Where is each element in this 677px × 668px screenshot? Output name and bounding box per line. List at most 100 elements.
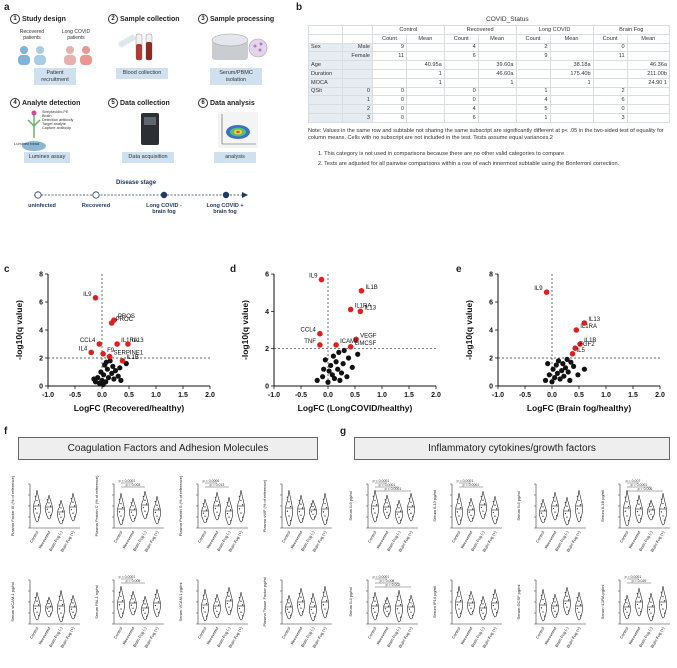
step-1-title: 1 Study design <box>10 14 66 24</box>
data-dot <box>627 605 630 607</box>
data-dot <box>624 599 627 601</box>
table-row: MOCA 1 1 1 24.90 1 <box>308 77 671 88</box>
luminex-bead-icon <box>22 110 46 151</box>
violin-plot: Plasma Protein S (% of reference) Control… <box>178 475 248 553</box>
data-dot <box>298 603 301 606</box>
data-dot <box>398 507 400 509</box>
nonsignificant-point <box>111 376 117 382</box>
nonsignificant-point <box>542 377 549 383</box>
data-dot <box>46 499 49 501</box>
data-dot <box>543 603 546 605</box>
data-dot <box>482 510 484 512</box>
step-1-caption: Patient recruitment <box>34 68 76 86</box>
table-cell <box>549 104 594 114</box>
data-dot <box>554 610 556 612</box>
nonsignificant-point <box>326 368 332 374</box>
violin <box>57 589 65 623</box>
nonsignificant-point <box>550 366 556 372</box>
table-cell: 1 <box>549 77 594 88</box>
data-dot <box>387 613 390 615</box>
data-dot <box>660 604 663 606</box>
stage-recovered: Recovered <box>81 203 111 209</box>
table-sub-header: Count Mean Count Mean Count Mean Count Mean <box>308 33 671 44</box>
data-dot <box>456 498 459 501</box>
data-dot <box>121 507 124 509</box>
step-2-title: 2 Sample collection <box>108 14 180 24</box>
step-2-caption: Blood collection <box>116 68 168 79</box>
table-cell: 40.95a <box>406 60 445 70</box>
data-dot <box>121 612 124 614</box>
data-dot <box>480 609 483 611</box>
x-tick-label: 2.0 <box>431 392 441 399</box>
violin <box>309 499 317 521</box>
data-dot <box>456 604 459 606</box>
data-dot <box>483 606 486 608</box>
nonsignificant-point <box>562 365 569 371</box>
data-dot <box>540 503 543 505</box>
data-dot <box>651 508 654 510</box>
data-dot <box>142 600 145 602</box>
data-dot <box>118 591 121 594</box>
data-dot <box>300 607 302 609</box>
table-footnote-1: 1. This category is not used in comparis… <box>318 151 565 157</box>
table-cell: 3 <box>592 112 628 123</box>
data-dot <box>48 610 50 613</box>
data-dot <box>624 608 627 610</box>
data-dot <box>567 509 570 511</box>
data-dot <box>228 505 230 507</box>
data-dot <box>298 499 301 502</box>
y-axis-label: Serum IP10 pg/ml <box>432 586 437 618</box>
table-cell: 24.90 1 <box>626 77 671 88</box>
data-dot <box>627 614 630 617</box>
table-cell <box>592 60 628 70</box>
violin <box>201 588 209 622</box>
data-dot <box>554 500 556 502</box>
significant-point <box>96 341 103 347</box>
table-note: Note: Values in the same row and subtabl… <box>308 128 664 141</box>
nonsignificant-point <box>336 349 342 355</box>
violin <box>623 489 631 527</box>
nonsignificant-point <box>345 355 352 361</box>
data-dot <box>228 595 230 597</box>
data-dot <box>313 508 316 510</box>
table-cell: 2 <box>515 42 551 53</box>
violin <box>225 586 233 616</box>
significant-point <box>572 345 579 351</box>
p-value: p = 0.0001 <box>463 483 480 487</box>
data-dot <box>142 609 145 611</box>
data-dot <box>555 515 558 517</box>
data-dot <box>372 495 375 498</box>
violin <box>321 492 329 526</box>
violin <box>659 492 667 526</box>
table-cell <box>406 95 445 106</box>
patients-icon <box>18 46 92 65</box>
data-dot <box>120 502 122 505</box>
nonsignificant-point <box>561 373 567 379</box>
y-tick-label: 0 <box>39 384 43 391</box>
data-dot <box>132 607 134 609</box>
data-dot <box>411 516 414 518</box>
table-cell <box>371 68 408 79</box>
panel-d-label: d <box>230 264 237 275</box>
point-label: IL13 <box>588 317 600 323</box>
table-cell <box>477 86 517 97</box>
row-sub-label: 0 <box>342 86 373 97</box>
data-dot <box>120 515 122 517</box>
step-3-title: 3 Sample processing <box>198 14 274 24</box>
violin <box>479 490 487 520</box>
data-dot <box>325 600 328 602</box>
table-cell: 0 <box>371 104 408 114</box>
nonsignificant-point <box>118 377 124 383</box>
significant-point <box>318 276 325 283</box>
data-dot <box>241 516 244 518</box>
group-label: Control <box>29 626 40 640</box>
violin <box>371 489 379 523</box>
data-dot <box>480 506 483 509</box>
data-dot <box>157 612 160 614</box>
significant-point <box>543 289 550 295</box>
data-dot <box>226 602 229 605</box>
violin <box>659 585 667 619</box>
